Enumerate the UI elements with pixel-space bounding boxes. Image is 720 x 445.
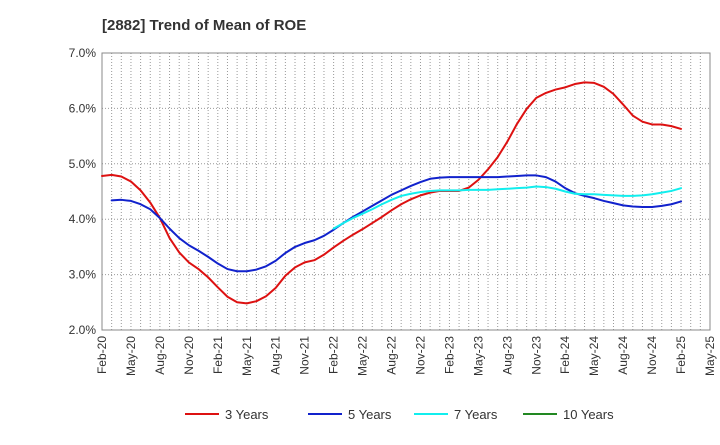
- series-layer: [101, 81, 683, 305]
- x-tick-label: May-24: [587, 336, 601, 376]
- chart-title: [2882] Trend of Mean of ROE: [102, 17, 306, 34]
- x-tick-label: Feb-23: [442, 336, 456, 374]
- x-tick-label: Feb-24: [558, 336, 572, 374]
- x-tick-label: Nov-22: [413, 336, 427, 375]
- x-tick-label: Aug-22: [385, 336, 399, 375]
- y-tick-label: 3.0%: [69, 268, 97, 282]
- legend-label-7-years: 7 Years: [454, 407, 498, 422]
- x-tick-label: Aug-20: [153, 336, 167, 375]
- x-tick-label: Feb-20: [95, 336, 109, 374]
- x-tick-label: May-21: [240, 336, 254, 376]
- axis-layer: 2.0% 3.0% 4.0% 5.0% 6.0% 7.0% Feb-20 May-20 Aug-…: [69, 46, 717, 376]
- x-tick-label: May-25: [703, 336, 717, 376]
- x-tick-label: Nov-20: [182, 336, 196, 375]
- x-tick-label: Nov-23: [529, 336, 543, 375]
- y-tick-label: 6.0%: [69, 101, 97, 115]
- x-tick-label: Nov-24: [645, 336, 659, 375]
- x-tick-label: May-23: [471, 336, 485, 376]
- y-tick-label: 7.0%: [69, 46, 97, 60]
- y-tick-label: 4.0%: [69, 212, 97, 226]
- x-tick-label: Nov-21: [298, 336, 312, 375]
- series-line-7-years: [332, 185, 683, 230]
- x-tick-label: Feb-21: [211, 336, 225, 374]
- legend-label-3-years: 3 Years: [225, 407, 269, 422]
- x-tick-label: Feb-25: [674, 336, 688, 374]
- legend: 3 Years 5 Years 7 Years 10 Years: [185, 407, 614, 422]
- x-tick-label: May-20: [124, 336, 138, 376]
- x-tick-label: Feb-22: [327, 336, 341, 374]
- plot-border: [101, 52, 711, 331]
- legend-label-5-years: 5 Years: [348, 407, 392, 422]
- y-tick-label: 2.0%: [69, 323, 97, 337]
- series-line-3-years: [101, 81, 683, 305]
- legend-label-10-years: 10 Years: [563, 407, 614, 422]
- grid-layer: [101, 52, 711, 331]
- x-tick-label: Aug-21: [269, 336, 283, 375]
- x-tick-label: May-22: [356, 336, 370, 376]
- x-tick-label: Aug-24: [616, 336, 630, 375]
- y-tick-label: 5.0%: [69, 157, 97, 171]
- series-line-5-years: [110, 174, 683, 273]
- x-tick-label: Aug-23: [500, 336, 514, 375]
